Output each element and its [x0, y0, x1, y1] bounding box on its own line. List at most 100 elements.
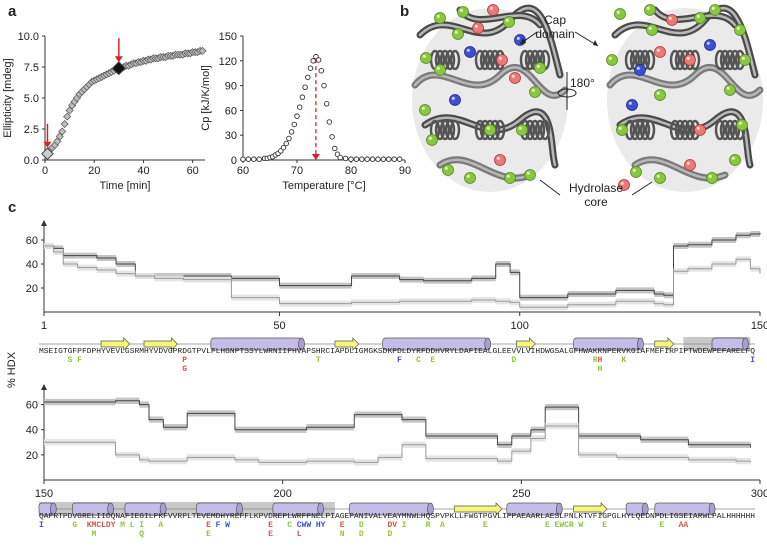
helix-coil: [444, 49, 456, 71]
ellipticity-chart: 0 20 40 60 0.0 2.5 5.0 7.5 10.0 Time [min] Ellipti…: [2, 31, 207, 192]
green-sphere: [616, 124, 628, 136]
data-point: [326, 119, 333, 125]
mutation-label: Q: [139, 530, 144, 539]
green-sphere: [654, 172, 666, 184]
green-sphere: [644, 4, 656, 16]
green-sphere: [606, 54, 618, 66]
sphere-shine: [466, 48, 470, 52]
y-tick-label: 40: [26, 425, 38, 437]
data-point: [305, 74, 311, 81]
sphere-shine: [489, 6, 493, 10]
green-sphere: [529, 86, 541, 98]
green-sphere: [503, 16, 515, 28]
helix-coil: [639, 119, 651, 141]
peak-marker-head: [311, 154, 320, 160]
y-tick-label: 40: [26, 259, 38, 271]
x-tick-label: 60: [237, 165, 249, 177]
data-point: [302, 84, 308, 91]
hdx-series-line: [44, 232, 761, 299]
green-sphere: [729, 154, 741, 166]
green-sphere: [524, 169, 536, 181]
mutation-label: S: [68, 356, 73, 365]
protein-ribbon-highlight: [608, 66, 762, 97]
green-sphere: [434, 64, 446, 76]
x-tick-label: 300: [751, 488, 767, 500]
sphere-shine: [648, 26, 652, 30]
blue-sphere: [634, 64, 646, 76]
green-sphere: [452, 28, 464, 40]
panel-label-b: b: [400, 3, 409, 20]
green-sphere: [426, 134, 438, 146]
sphere-shine: [506, 174, 510, 178]
protein-ribbon-highlight: [618, 110, 752, 167]
red-sphere: [654, 46, 666, 58]
data-point: [337, 154, 343, 161]
sphere-shine: [436, 14, 440, 18]
data-point: [307, 65, 314, 71]
sphere-shine: [706, 41, 710, 45]
helix-cylinder-end: [159, 502, 167, 516]
helix-coil: [534, 119, 546, 141]
helix-cylinder-end: [427, 502, 434, 516]
y-tick-label: 0: [231, 155, 237, 167]
helix-coil: [729, 49, 741, 71]
data-point: [359, 156, 365, 162]
sphere-shine: [451, 96, 455, 100]
panel-label-c: c: [8, 199, 16, 216]
beta-strand-arrow: [573, 502, 608, 516]
sphere-shine: [459, 8, 463, 12]
mutation-label: P: [182, 356, 187, 365]
cp-chart: 60 70 80 90 0 30 60 90 120 150 Temperature [°C] Cp …: [200, 31, 411, 192]
beta-strand-arrow: [334, 337, 360, 351]
sphere-shine: [668, 16, 672, 20]
y-tick-label: 2.5: [24, 124, 39, 136]
data-point: [380, 156, 387, 162]
mutation-label: D: [359, 530, 364, 539]
green-sphere: [464, 172, 476, 184]
green-sphere: [706, 172, 718, 184]
green-sphere: [457, 6, 469, 18]
y-axis-label: Ellipticity [mdeg]: [2, 58, 14, 137]
sphere-shine: [531, 88, 535, 92]
green-sphere: [434, 12, 446, 24]
sequence-row-1: MSEIGTGFPFDPHYVEVLGSRMHYVDVGPRDGTPVLFLHG…: [39, 337, 755, 374]
mutation-label: L: [297, 530, 302, 539]
core-arrow-left: [539, 179, 561, 196]
mutation-label: E: [430, 356, 435, 365]
sphere-shine: [421, 106, 425, 110]
data-point: [60, 120, 69, 129]
mutation-label: CWW: [297, 521, 312, 530]
x-axis-label: Temperature [°C]: [282, 180, 365, 192]
beta-strand-arrow: [143, 337, 178, 351]
highlight-marker: [41, 147, 54, 161]
helix-coil: [444, 119, 456, 141]
data-point: [386, 156, 392, 162]
mutation-label: E: [206, 530, 211, 539]
green-sphere: [709, 4, 721, 16]
helix-cylinder-end: [484, 337, 492, 351]
y-tick-label: 7.5: [24, 62, 39, 74]
green-sphere: [516, 124, 528, 136]
mutation-label: W: [225, 521, 230, 530]
y-tick-label: 0.0: [24, 155, 39, 167]
green-sphere: [420, 52, 432, 64]
green-sphere: [442, 164, 454, 176]
beta-strand-arrow: [515, 337, 536, 351]
data-point: [369, 156, 376, 162]
protein-structure-illustration: [411, 4, 764, 196]
blue-sphere: [464, 46, 476, 58]
mutation-label: I: [750, 356, 755, 365]
helix-coil: [474, 49, 486, 71]
helix-cylinder-end: [708, 502, 716, 516]
sphere-shine: [616, 10, 620, 14]
x-tick-label: 1: [41, 320, 47, 332]
red-sphere: [666, 14, 678, 26]
helix-coil: [539, 119, 551, 141]
data-point: [63, 112, 72, 121]
helix-cylinder-end: [641, 502, 649, 516]
mutation-label: KMCLDY: [87, 521, 116, 530]
y-axis-label: Cp [kJ/K/mol]: [200, 65, 212, 130]
helix-coil: [474, 119, 486, 141]
sphere-shine: [486, 126, 490, 130]
